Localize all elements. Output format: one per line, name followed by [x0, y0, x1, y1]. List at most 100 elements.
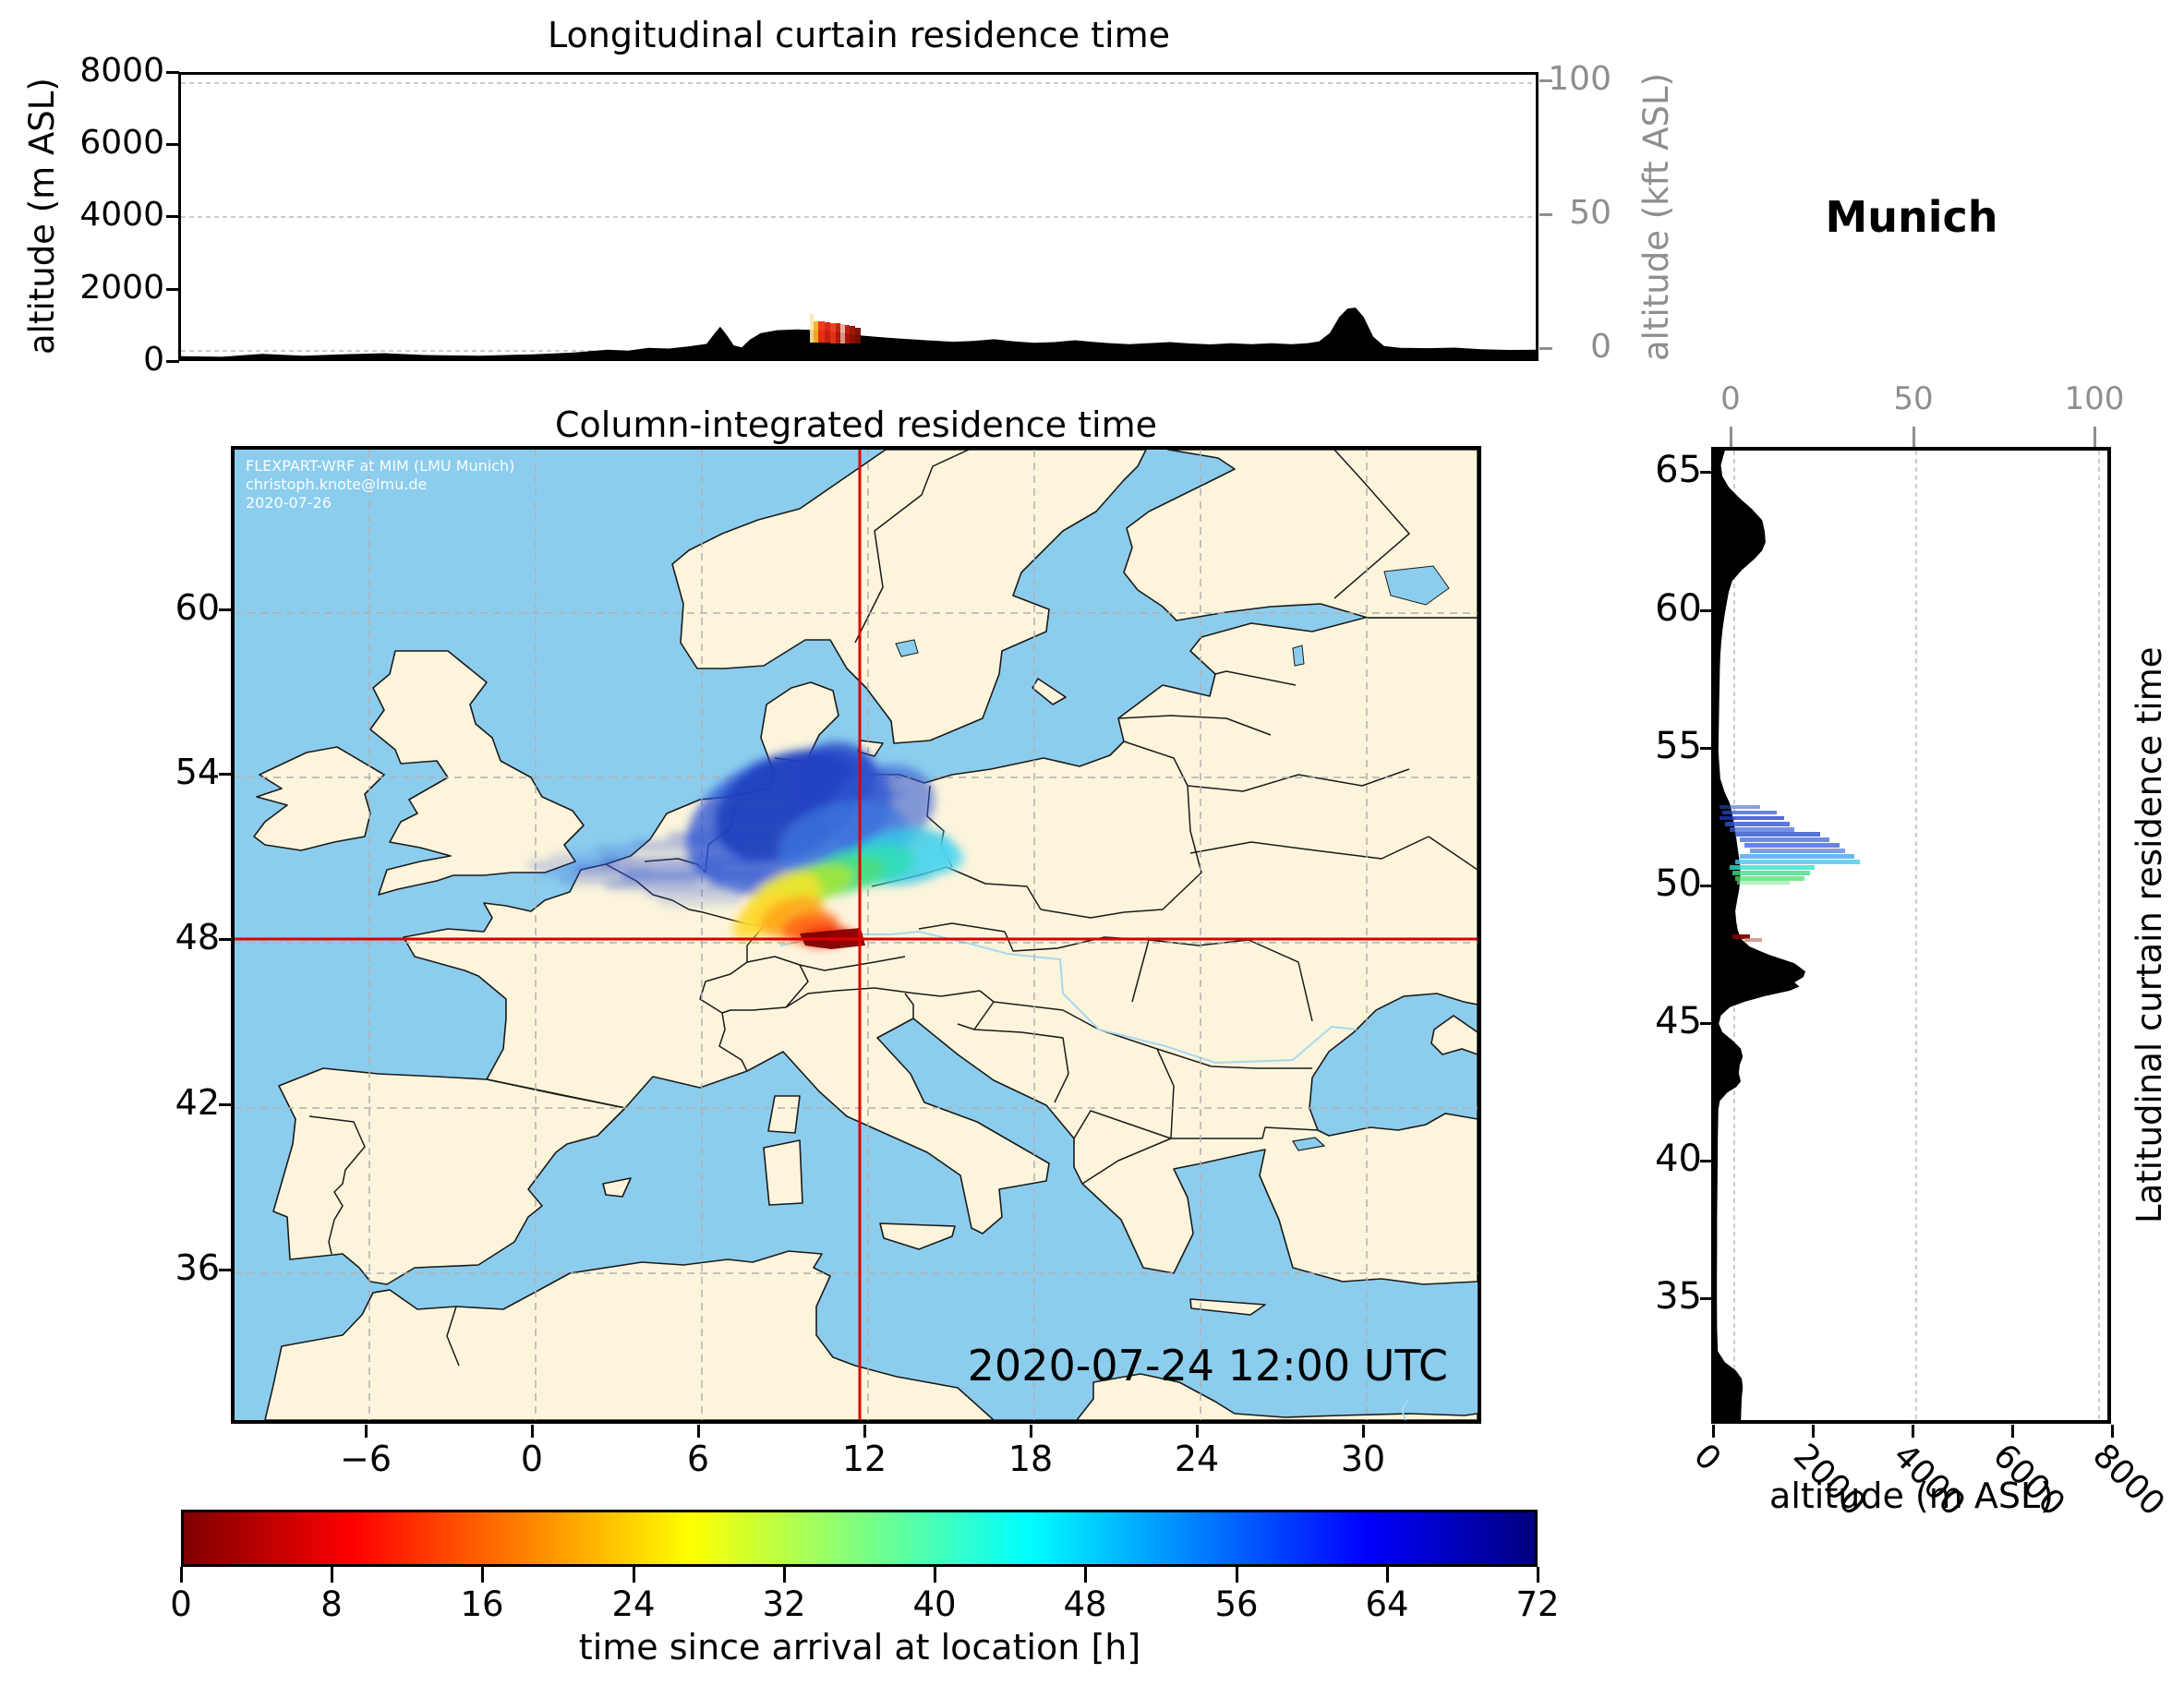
right-panel-kft-tick: 50	[1893, 380, 1934, 417]
colorbar-tick: 56	[1214, 1584, 1259, 1624]
right-panel-alt-tick: 0	[1686, 1437, 1729, 1479]
latitudinal-curtain-plot	[1715, 451, 2100, 1420]
tick-mark	[1712, 1425, 1715, 1438]
colorbar-tick: 72	[1515, 1584, 1560, 1624]
right-panel-ylabel: Latitudinal curtain residence time	[2130, 646, 2169, 1224]
longitudinal-curtain-plot	[181, 82, 1536, 358]
colorbar-tick: 24	[611, 1584, 656, 1624]
top-panel-ytick: 8000	[79, 51, 164, 90]
colorbar-tick: 0	[170, 1584, 192, 1624]
right-panel-lat-tick: 50	[1655, 862, 1702, 906]
attribution-line-1: FLEXPART-WRF at MIM (LMU Munich)	[246, 457, 515, 475]
map-panel: FLEXPART-WRF at MIM (LMU Munich) christo…	[231, 446, 1481, 1424]
tick-mark	[1196, 1425, 1199, 1438]
colorbar-tick: 64	[1365, 1584, 1409, 1624]
map-attribution: FLEXPART-WRF at MIM (LMU Munich) christo…	[246, 457, 514, 512]
colorbar-tick: 48	[1063, 1584, 1107, 1624]
tick-mark	[2094, 427, 2096, 447]
tick-mark	[1539, 347, 1552, 350]
tick-mark	[166, 360, 179, 363]
map-lon-tick: 0	[520, 1439, 544, 1479]
tick-mark	[365, 1425, 368, 1438]
top-panel-ytick: 4000	[79, 195, 164, 234]
tick-mark	[2111, 1425, 2114, 1438]
tick-mark	[1700, 1297, 1713, 1300]
longitudinal-curtain-panel	[178, 72, 1538, 361]
top-panel-kft-tick: 50	[1569, 193, 1611, 232]
right-panel-kft-tick: 0	[1720, 380, 1741, 417]
right-panel-lat-tick: 40	[1655, 1138, 1702, 1181]
right-panel-alt-tick: 8000	[2085, 1437, 2172, 1523]
map-lat-tick: 54	[175, 752, 220, 793]
colorbar	[181, 1510, 1538, 1567]
tick-mark	[1912, 1425, 1914, 1438]
tick-mark	[180, 1567, 183, 1583]
tick-mark	[331, 1567, 333, 1583]
attribution-line-3: 2020-07-26	[246, 494, 332, 512]
attribution-line-2: christoph.knote@lmu.de	[246, 476, 428, 493]
right-panel-lat-tick: 65	[1655, 449, 1702, 492]
colorbar-tick: 32	[762, 1584, 806, 1624]
tick-mark	[1700, 747, 1713, 750]
tick-mark	[166, 71, 179, 74]
tick-mark	[1537, 1567, 1539, 1583]
tick-mark	[2011, 1425, 2014, 1438]
right-panel-lat-tick: 45	[1655, 1000, 1702, 1043]
map-lon-tick: 6	[686, 1439, 710, 1479]
tick-mark	[166, 288, 179, 291]
top-panel-ytick: 0	[143, 340, 164, 379]
tick-mark	[934, 1567, 936, 1583]
tick-mark	[531, 1425, 534, 1438]
top-panel-kft-tick: 0	[1590, 327, 1611, 366]
tick-mark	[219, 938, 232, 941]
tick-mark	[1812, 1425, 1815, 1438]
tick-mark	[219, 1103, 232, 1106]
right-panel-xlabel: altitude (m ASL)	[1769, 1475, 2054, 1516]
right-panel-kft-tick: 100	[2064, 380, 2125, 417]
colorbar-label: time since arrival at location [h]	[578, 1627, 1141, 1668]
tick-mark	[1700, 885, 1713, 887]
tick-mark	[219, 608, 232, 611]
map-lon-tick: 24	[1174, 1439, 1220, 1479]
tick-mark	[1700, 609, 1713, 612]
tick-mark	[1084, 1567, 1087, 1583]
tick-mark	[1539, 79, 1552, 82]
right-panel-lat-tick: 60	[1655, 587, 1702, 631]
map-lat-tick: 36	[175, 1247, 220, 1289]
map-lat-tick: 48	[175, 917, 220, 958]
tick-mark	[1386, 1567, 1389, 1583]
tick-mark	[783, 1567, 786, 1583]
tick-mark	[1030, 1425, 1032, 1438]
map-lon-tick: −6	[339, 1439, 392, 1479]
top-panel-ylabel-right: altitude (kft ASL)	[1636, 72, 1676, 362]
tick-mark	[219, 773, 232, 776]
map-timestamp: 2020-07-24 12:00 UTC	[967, 1341, 1448, 1391]
map-lon-tick: 12	[841, 1439, 887, 1479]
tick-mark	[166, 143, 179, 146]
tick-mark	[633, 1567, 635, 1583]
top-panel-title: Longitudinal curtain residence time	[548, 15, 1170, 55]
map-lon-tick: 30	[1340, 1439, 1386, 1479]
tick-mark	[1236, 1567, 1238, 1583]
latitudinal-curtain-panel	[1711, 447, 2111, 1424]
tick-mark	[1700, 471, 1713, 474]
station-name: Munich	[1825, 192, 1998, 242]
colorbar-tick: 40	[912, 1584, 957, 1624]
tick-mark	[219, 1269, 232, 1271]
europe-map-svg	[235, 450, 1478, 1420]
top-panel-kft-tick: 100	[1548, 59, 1611, 98]
map-title: Column-integrated residence time	[555, 404, 1157, 445]
tick-mark	[166, 215, 179, 218]
tick-mark	[863, 1425, 866, 1438]
tick-mark	[1730, 427, 1732, 447]
tick-mark	[697, 1425, 700, 1438]
right-panel-lat-tick: 55	[1655, 725, 1702, 768]
tick-mark	[481, 1567, 484, 1583]
tick-mark	[1913, 427, 1915, 447]
tick-mark	[1700, 1022, 1713, 1025]
right-panel-lat-tick: 35	[1655, 1275, 1702, 1319]
map-lat-tick: 60	[175, 587, 220, 629]
top-panel-ytick: 2000	[79, 268, 164, 307]
tick-mark	[1700, 1160, 1713, 1162]
